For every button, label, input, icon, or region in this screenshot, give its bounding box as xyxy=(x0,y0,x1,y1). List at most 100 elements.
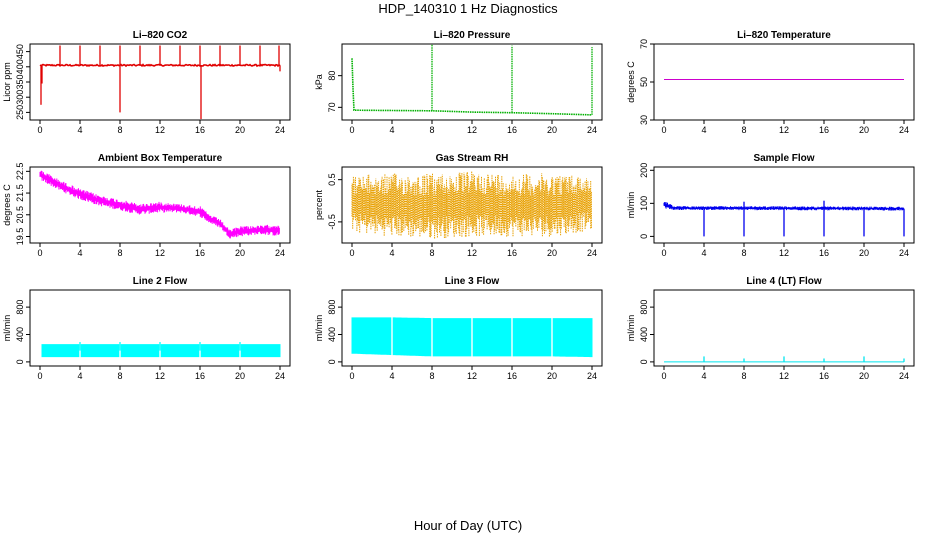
x-tick-label: 8 xyxy=(117,371,122,381)
x-tick-label: 0 xyxy=(661,371,666,381)
x-tick-label: 16 xyxy=(507,248,517,258)
y-tick-label: 80 xyxy=(327,71,337,81)
y-tick-label: 20.5 xyxy=(15,206,25,224)
x-tick-label: 8 xyxy=(741,371,746,381)
panel-9: Line 4 (LT) Flow ml/min 0 4 8 12 16 20 24 0 400 800 xyxy=(626,276,915,381)
series-line xyxy=(351,58,593,116)
panel-7: Line 2 Flow ml/min 0 4 8 12 16 20 24 0 400 800 xyxy=(2,276,291,381)
plot-frame xyxy=(653,289,915,367)
x-tick-label: 8 xyxy=(117,248,122,258)
y-tick-label: 800 xyxy=(639,300,649,315)
x-tick-label: 24 xyxy=(899,248,909,258)
panel-title: Li–820 Temperature xyxy=(737,30,831,41)
x-tick-label: 24 xyxy=(275,125,285,135)
panel-title: Line 2 Flow xyxy=(133,276,188,287)
x-tick-label: 0 xyxy=(37,248,42,258)
x-tick-label: 12 xyxy=(467,248,477,258)
y-axis-label: ml/min xyxy=(2,315,12,342)
y-tick-label: 0 xyxy=(639,359,649,364)
x-tick-label: 0 xyxy=(661,248,666,258)
x-tick-label: 24 xyxy=(899,125,909,135)
x-tick-label: 4 xyxy=(701,248,706,258)
x-tick-label: 20 xyxy=(547,248,557,258)
y-axis-label: ml/min xyxy=(626,192,636,219)
panel-title: Li–820 Pressure xyxy=(434,30,511,41)
y-axis-label: Licor ppm xyxy=(2,62,12,102)
data-layer xyxy=(351,44,593,116)
x-tick-label: 16 xyxy=(195,371,205,381)
x-tick-label: 16 xyxy=(819,371,829,381)
x-tick-label: 20 xyxy=(859,371,869,381)
x-tick-label: 8 xyxy=(429,371,434,381)
y-tick-label: 50 xyxy=(639,77,649,87)
panel-title: Li–820 CO2 xyxy=(133,30,188,41)
x-tick-label: 16 xyxy=(507,371,517,381)
x-tick-label: 12 xyxy=(467,371,477,381)
x-tick-label: 12 xyxy=(779,125,789,135)
data-layer xyxy=(39,170,280,239)
x-tick-label: 20 xyxy=(235,371,245,381)
x-tick-label: 4 xyxy=(701,125,706,135)
x-tick-label: 4 xyxy=(389,371,394,381)
data-layer xyxy=(41,290,281,366)
x-tick-label: 4 xyxy=(77,248,82,258)
y-axis-label: degrees C xyxy=(626,61,636,103)
y-tick-label: 400 xyxy=(639,327,649,342)
y-tick-label: 800 xyxy=(327,300,337,315)
x-tick-label: 24 xyxy=(587,248,597,258)
y-tick-label: 70 xyxy=(327,102,337,112)
y-tick-label: 400 xyxy=(15,59,25,74)
plot-frame xyxy=(341,43,603,121)
y-tick-label: 30 xyxy=(639,115,649,125)
x-tick-label: 0 xyxy=(661,125,666,135)
x-tick-label: 24 xyxy=(587,371,597,381)
x-tick-label: 8 xyxy=(117,125,122,135)
panel-4: Ambient Box Temperature degrees C 0 4 8 12 16 2… xyxy=(2,153,291,258)
panel-3: Li–820 Temperature degrees C 0 4 8 12 16 20 24 30… xyxy=(626,30,915,135)
panel-title: Line 4 (LT) Flow xyxy=(746,276,822,287)
y-tick-label: 400 xyxy=(15,327,25,342)
x-tick-label: 8 xyxy=(429,248,434,258)
plot-frame xyxy=(653,43,915,121)
panel-5: Gas Stream RH percent 0 4 8 12 16 20 24 -0.5 0.5 xyxy=(314,153,603,258)
x-tick-label: 16 xyxy=(195,248,205,258)
x-tick-label: 0 xyxy=(349,371,354,381)
x-tick-label: 24 xyxy=(275,248,285,258)
x-tick-label: 4 xyxy=(77,371,82,381)
y-tick-label: 0 xyxy=(327,359,337,364)
x-tick-label: 20 xyxy=(547,371,557,381)
x-tick-label: 24 xyxy=(899,371,909,381)
y-axis-label: kPa xyxy=(314,74,324,90)
x-tick-label: 24 xyxy=(275,371,285,381)
x-tick-label: 16 xyxy=(195,125,205,135)
y-tick-label: 70 xyxy=(639,39,649,49)
data-layer xyxy=(351,290,593,366)
x-tick-label: 12 xyxy=(467,125,477,135)
y-tick-label: 0 xyxy=(639,234,649,239)
y-tick-label: 200 xyxy=(639,163,649,178)
y-tick-label: 0.5 xyxy=(327,173,337,186)
page-title: HDP_140310 1 Hz Diagnostics xyxy=(378,1,558,16)
x-tick-label: 12 xyxy=(779,248,789,258)
x-tick-label: 16 xyxy=(819,125,829,135)
x-tick-label: 24 xyxy=(587,125,597,135)
x-tick-label: 8 xyxy=(429,125,434,135)
x-tick-label: 20 xyxy=(859,125,869,135)
x-tick-label: 12 xyxy=(155,125,165,135)
panel-8: Line 3 Flow ml/min 0 4 8 12 16 20 24 0 400 800 xyxy=(314,276,603,381)
y-tick-label: 0 xyxy=(15,359,25,364)
y-tick-label: 100 xyxy=(639,196,649,211)
panel-6: Sample Flow ml/min 0 4 8 12 16 20 24 0 100 200 xyxy=(626,153,915,258)
x-tick-label: 20 xyxy=(547,125,557,135)
y-axis-label: degrees C xyxy=(2,184,12,226)
x-tick-label: 20 xyxy=(235,248,245,258)
x-tick-label: 16 xyxy=(819,248,829,258)
y-tick-label: 350 xyxy=(15,74,25,89)
y-tick-label: 450 xyxy=(15,44,25,59)
x-tick-label: 20 xyxy=(235,125,245,135)
y-tick-label: 800 xyxy=(15,300,25,315)
y-tick-label: 21.5 xyxy=(15,184,25,202)
x-tick-label: 4 xyxy=(77,125,82,135)
